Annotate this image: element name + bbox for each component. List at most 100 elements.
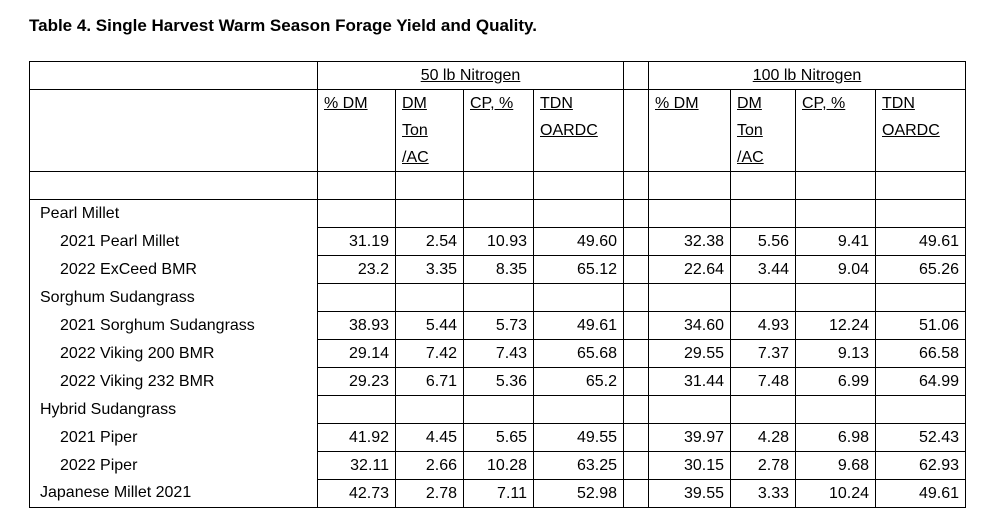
value-cell: 49.61	[533, 311, 624, 340]
value-cell: 10.93	[463, 227, 534, 256]
value-cell: 2.78	[730, 451, 796, 480]
value-cell: 5.44	[395, 311, 464, 340]
data-row: 2022 ExCeed BMR 23.2 3.35 8.35 65.12 22.64 3.4…	[29, 255, 966, 284]
value-cell: 7.48	[730, 367, 796, 396]
value-cell: 6.99	[795, 367, 876, 396]
value-cell: 3.33	[730, 479, 796, 508]
spacer-cell	[623, 61, 649, 90]
value-cell: 41.92	[317, 423, 396, 452]
value-cell: 7.43	[463, 339, 534, 368]
spacer-cell	[623, 395, 649, 424]
value-cell: 9.41	[795, 227, 876, 256]
spacer-cell	[623, 199, 649, 228]
value-cell: 23.2	[317, 255, 396, 284]
value-cell	[648, 395, 731, 424]
row-label: 2022 Piper	[29, 451, 318, 480]
value-cell	[317, 283, 396, 312]
value-cell: 62.93	[875, 451, 966, 480]
row-label: Pearl Millet	[29, 199, 318, 228]
value-cell: 31.44	[648, 367, 731, 396]
header-line: CP, %	[802, 95, 846, 112]
value-cell: 38.93	[317, 311, 396, 340]
value-cell	[533, 395, 624, 424]
group-header: 100 lb Nitrogen	[648, 61, 966, 90]
value-cell: 39.55	[648, 479, 731, 508]
header-line: /AC	[402, 149, 429, 166]
value-cell: 64.99	[875, 367, 966, 396]
header-line: CP, %	[470, 95, 514, 112]
value-cell: 51.06	[875, 311, 966, 340]
value-cell: 12.24	[795, 311, 876, 340]
value-cell: 29.14	[317, 339, 396, 368]
column-header: DM Ton/AC	[730, 89, 796, 172]
value-cell: 52.43	[875, 423, 966, 452]
header-line: % DM	[324, 95, 368, 112]
column-header: CP, %	[795, 89, 876, 172]
blank-row	[29, 171, 966, 200]
header-line: TDN	[540, 95, 573, 112]
value-cell: 9.04	[795, 255, 876, 284]
value-cell	[730, 283, 796, 312]
value-cell: 30.15	[648, 451, 731, 480]
spacer-cell	[623, 283, 649, 312]
data-row: 2021 Piper 41.92 4.45 5.65 49.55 39.97 4.28 6.9…	[29, 423, 966, 452]
value-cell: 8.35	[463, 255, 534, 284]
value-cell: 5.36	[463, 367, 534, 396]
corner-cell	[29, 89, 318, 172]
value-cell: 49.60	[533, 227, 624, 256]
value-cell	[730, 395, 796, 424]
value-cell: 65.68	[533, 339, 624, 368]
header-line: % DM	[655, 95, 699, 112]
data-row: Sorghum Sudangrass	[29, 283, 966, 312]
value-cell: 4.45	[395, 423, 464, 452]
header-line: DM	[402, 95, 427, 112]
corner-cell	[29, 61, 318, 90]
spacer-cell	[623, 423, 649, 452]
value-cell: 2.66	[395, 451, 464, 480]
header-line: OARDC	[882, 122, 940, 139]
value-cell	[730, 199, 796, 228]
value-cell	[795, 395, 876, 424]
blank-cell	[533, 171, 624, 200]
value-cell: 34.60	[648, 311, 731, 340]
value-cell: 9.13	[795, 339, 876, 368]
value-cell: 5.73	[463, 311, 534, 340]
value-cell: 4.28	[730, 423, 796, 452]
header-line: Ton	[737, 122, 763, 139]
data-row: 2022 Viking 232 BMR 29.23 6.71 5.36 65.2 31.4…	[29, 367, 966, 396]
data-row: Hybrid Sudangrass	[29, 395, 966, 424]
value-cell	[463, 283, 534, 312]
value-cell: 66.58	[875, 339, 966, 368]
value-cell	[795, 283, 876, 312]
spacer-cell	[623, 479, 649, 508]
row-label: 2022 ExCeed BMR	[29, 255, 318, 284]
value-cell: 63.25	[533, 451, 624, 480]
blank-cell	[795, 171, 876, 200]
value-cell: 39.97	[648, 423, 731, 452]
row-label: 2021 Piper	[29, 423, 318, 452]
row-label: 2022 Viking 200 BMR	[29, 339, 318, 368]
data-row: Japanese Millet 2021 42.73 2.78 7.11 52.98 39…	[29, 479, 966, 508]
value-cell	[648, 199, 731, 228]
value-cell: 22.64	[648, 255, 731, 284]
data-row: 2021 Sorghum Sudangrass 38.93 5.44 5.73 49.6…	[29, 311, 966, 340]
value-cell: 9.68	[795, 451, 876, 480]
spacer-cell	[623, 367, 649, 396]
blank-cell	[463, 171, 534, 200]
data-row: 2021 Pearl Millet 31.19 2.54 10.93 49.60 32.3…	[29, 227, 966, 256]
spacer-cell	[623, 255, 649, 284]
spacer-cell	[623, 89, 649, 172]
spacer-cell	[623, 311, 649, 340]
row-label: Sorghum Sudangrass	[29, 283, 318, 312]
value-cell	[463, 395, 534, 424]
value-cell: 10.24	[795, 479, 876, 508]
row-label: 2022 Viking 232 BMR	[29, 367, 318, 396]
value-cell: 32.11	[317, 451, 396, 480]
value-cell: 6.98	[795, 423, 876, 452]
value-cell: 10.28	[463, 451, 534, 480]
value-cell: 3.35	[395, 255, 464, 284]
value-cell	[795, 199, 876, 228]
data-row: 2022 Piper 32.11 2.66 10.28 63.25 30.15 2.78 9.…	[29, 451, 966, 480]
group-header: 50 lb Nitrogen	[317, 61, 624, 90]
value-cell: 49.55	[533, 423, 624, 452]
